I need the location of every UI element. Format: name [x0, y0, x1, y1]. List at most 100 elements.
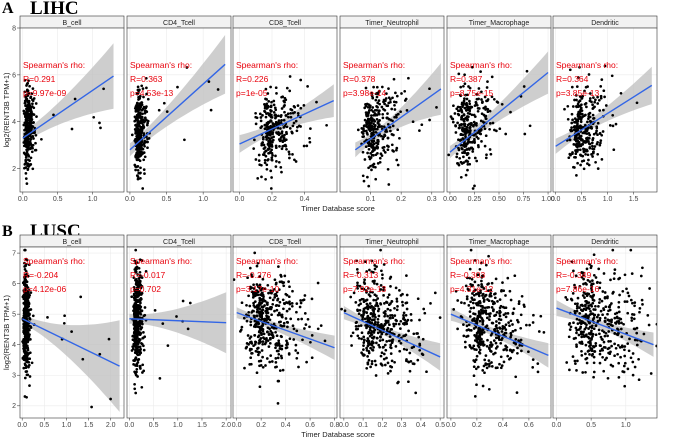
annotation-heading: Spearman's rho:	[23, 60, 85, 70]
data-point	[367, 351, 371, 355]
data-point	[600, 133, 604, 137]
data-point	[268, 146, 271, 150]
data-point	[589, 309, 592, 313]
data-point	[585, 105, 588, 109]
data-point	[495, 310, 499, 314]
data-point	[495, 320, 498, 323]
plot-frame	[552, 246, 658, 419]
data-point	[409, 360, 413, 363]
data-point	[303, 294, 307, 297]
data-point	[275, 92, 278, 95]
data-point	[303, 312, 307, 315]
data-point	[375, 141, 378, 145]
data-point	[463, 97, 466, 100]
data-point	[476, 365, 480, 369]
data-point	[270, 158, 274, 162]
data-point	[618, 346, 622, 349]
data-point	[295, 129, 299, 133]
data-point	[573, 138, 577, 141]
data-point	[576, 76, 580, 79]
data-point	[261, 308, 265, 312]
data-point	[134, 266, 138, 270]
data-point	[309, 127, 312, 130]
data-point	[275, 290, 279, 294]
data-point	[583, 89, 586, 93]
data-point	[508, 324, 511, 328]
data-point	[484, 263, 488, 267]
y-tick-label: 5	[12, 312, 16, 319]
data-point	[288, 152, 291, 156]
data-point	[306, 317, 310, 321]
panel-label: A	[2, 0, 14, 17]
data-point	[368, 334, 372, 338]
data-point	[603, 316, 607, 320]
y-tick-label: 2	[12, 403, 16, 410]
data-point	[496, 101, 500, 104]
data-point	[161, 322, 165, 325]
data-point	[602, 308, 606, 312]
data-point	[29, 147, 32, 151]
data-point	[479, 261, 483, 265]
data-point	[22, 340, 26, 344]
data-point	[362, 297, 365, 301]
x-tick-label: 0.2	[472, 422, 482, 429]
data-point	[23, 78, 27, 82]
data-point	[267, 151, 270, 155]
data-point	[500, 364, 504, 367]
data-point	[575, 98, 578, 102]
data-point	[366, 315, 369, 319]
data-point	[158, 377, 162, 380]
data-point	[477, 97, 480, 101]
data-point	[265, 102, 269, 106]
data-point	[598, 131, 602, 135]
data-point	[514, 337, 518, 341]
x-tick-label: 1.5	[84, 422, 94, 429]
data-point	[268, 139, 272, 143]
data-point	[474, 292, 478, 296]
data-point	[463, 301, 466, 305]
data-point	[613, 331, 617, 335]
data-point	[462, 99, 466, 103]
data-point	[134, 330, 137, 333]
data-point	[292, 327, 296, 331]
data-point	[254, 325, 258, 329]
data-point	[282, 118, 286, 122]
data-point	[577, 141, 581, 144]
data-point	[399, 341, 403, 345]
data-point	[470, 277, 474, 281]
data-point	[592, 299, 596, 302]
data-point	[81, 357, 85, 361]
data-point	[255, 283, 259, 286]
data-point	[483, 358, 487, 362]
data-point	[287, 115, 290, 119]
data-point	[370, 142, 373, 146]
data-point	[573, 98, 576, 102]
data-point	[143, 172, 146, 175]
data-point	[368, 125, 371, 129]
data-point	[462, 334, 466, 338]
data-point	[283, 100, 286, 104]
data-point	[479, 291, 482, 295]
data-point	[136, 136, 140, 139]
data-point	[613, 316, 617, 320]
data-point	[397, 333, 401, 337]
data-point	[263, 299, 267, 303]
data-point	[394, 91, 397, 95]
data-point	[277, 265, 280, 268]
data-point	[570, 129, 574, 133]
data-point	[598, 316, 602, 320]
data-point	[395, 146, 399, 150]
annotation-rho: R=-0.017	[130, 270, 165, 280]
data-point	[362, 128, 365, 132]
data-point	[255, 371, 259, 375]
data-point	[276, 313, 280, 317]
data-point	[486, 110, 490, 114]
annotation-rho: R=0.364	[556, 74, 589, 84]
x-tick-label: 1.5	[629, 196, 639, 203]
data-point	[273, 309, 276, 313]
data-point	[249, 362, 253, 366]
data-point	[280, 118, 283, 122]
data-point	[269, 150, 272, 154]
data-point	[367, 141, 371, 145]
